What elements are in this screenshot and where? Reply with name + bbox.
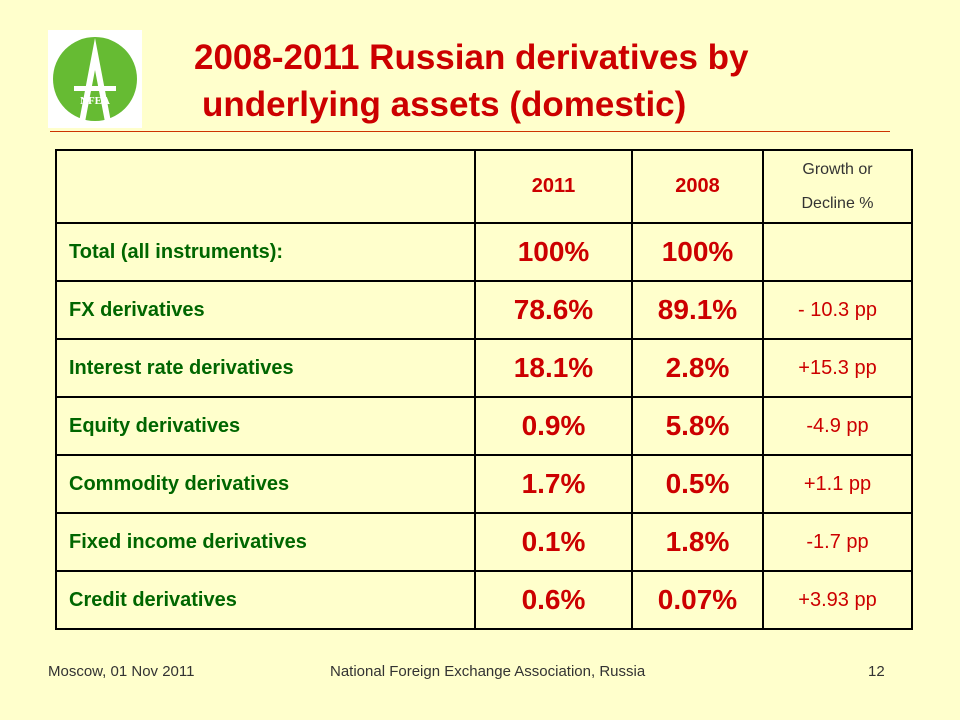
nfea-logo: NFEA xyxy=(48,30,142,128)
value-2008: 0.07% xyxy=(631,570,764,630)
value-2008: 100% xyxy=(631,222,764,282)
header-2008: 2008 xyxy=(631,149,764,224)
derivatives-table: 2011 2008 Growth or Decline % Total (all… xyxy=(55,149,913,630)
table-header-row: 2011 2008 Growth or Decline % xyxy=(55,149,913,224)
value-2008: 0.5% xyxy=(631,454,764,514)
slide-title: 2008-2011 Russian derivatives by underly… xyxy=(150,34,940,128)
value-2008: 5.8% xyxy=(631,396,764,456)
header-growth-line2: Decline % xyxy=(801,194,874,212)
table-row: FX derivatives 78.6% 89.1% - 10.3 pp xyxy=(55,280,913,340)
title-line-1: 2008-2011 Russian derivatives by xyxy=(194,38,749,77)
value-2011: 0.9% xyxy=(474,396,633,456)
footer-page-number: 12 xyxy=(868,663,885,680)
row-label: Credit derivatives xyxy=(55,570,476,630)
value-2011: 18.1% xyxy=(474,338,633,398)
header-growth-line1: Growth or xyxy=(802,160,873,178)
table-row: Commodity derivatives 1.7% 0.5% +1.1 pp xyxy=(55,454,913,514)
value-2008: 2.8% xyxy=(631,338,764,398)
title-line-2: underlying assets (domestic) xyxy=(202,85,687,124)
change-pp: +1.1 pp xyxy=(762,454,913,514)
footer-organization: National Foreign Exchange Association, R… xyxy=(330,663,646,680)
title-divider xyxy=(50,131,890,132)
row-label: Equity derivatives xyxy=(55,396,476,456)
change-pp: +15.3 pp xyxy=(762,338,913,398)
header-growth: Growth or Decline % xyxy=(762,149,913,224)
footer-location-date: Moscow, 01 Nov 2011 xyxy=(48,663,195,680)
row-label: Fixed income derivatives xyxy=(55,512,476,572)
value-2011: 78.6% xyxy=(474,280,633,340)
table-row: Credit derivatives 0.6% 0.07% +3.93 pp xyxy=(55,570,913,630)
header-2011: 2011 xyxy=(474,149,633,224)
change-pp: -1.7 pp xyxy=(762,512,913,572)
value-2011: 1.7% xyxy=(474,454,633,514)
change-pp xyxy=(762,222,913,282)
change-pp: +3.93 pp xyxy=(762,570,913,630)
row-label: FX derivatives xyxy=(55,280,476,340)
logo-text: NFEA xyxy=(80,95,110,107)
value-2011: 100% xyxy=(474,222,633,282)
change-pp: -4.9 pp xyxy=(762,396,913,456)
row-label: Commodity derivatives xyxy=(55,454,476,514)
table-row: Total (all instruments): 100% 100% xyxy=(55,222,913,282)
value-2011: 0.6% xyxy=(474,570,633,630)
value-2011: 0.1% xyxy=(474,512,633,572)
change-pp: - 10.3 pp xyxy=(762,280,913,340)
row-label: Interest rate derivatives xyxy=(55,338,476,398)
table-row: Fixed income derivatives 0.1% 1.8% -1.7 pp xyxy=(55,512,913,572)
table-row: Interest rate derivatives 18.1% 2.8% +15.3 … xyxy=(55,338,913,398)
value-2008: 1.8% xyxy=(631,512,764,572)
header-empty-cell xyxy=(55,149,476,224)
row-label: Total (all instruments): xyxy=(55,222,476,282)
value-2008: 89.1% xyxy=(631,280,764,340)
table-row: Equity derivatives 0.9% 5.8% -4.9 pp xyxy=(55,396,913,456)
